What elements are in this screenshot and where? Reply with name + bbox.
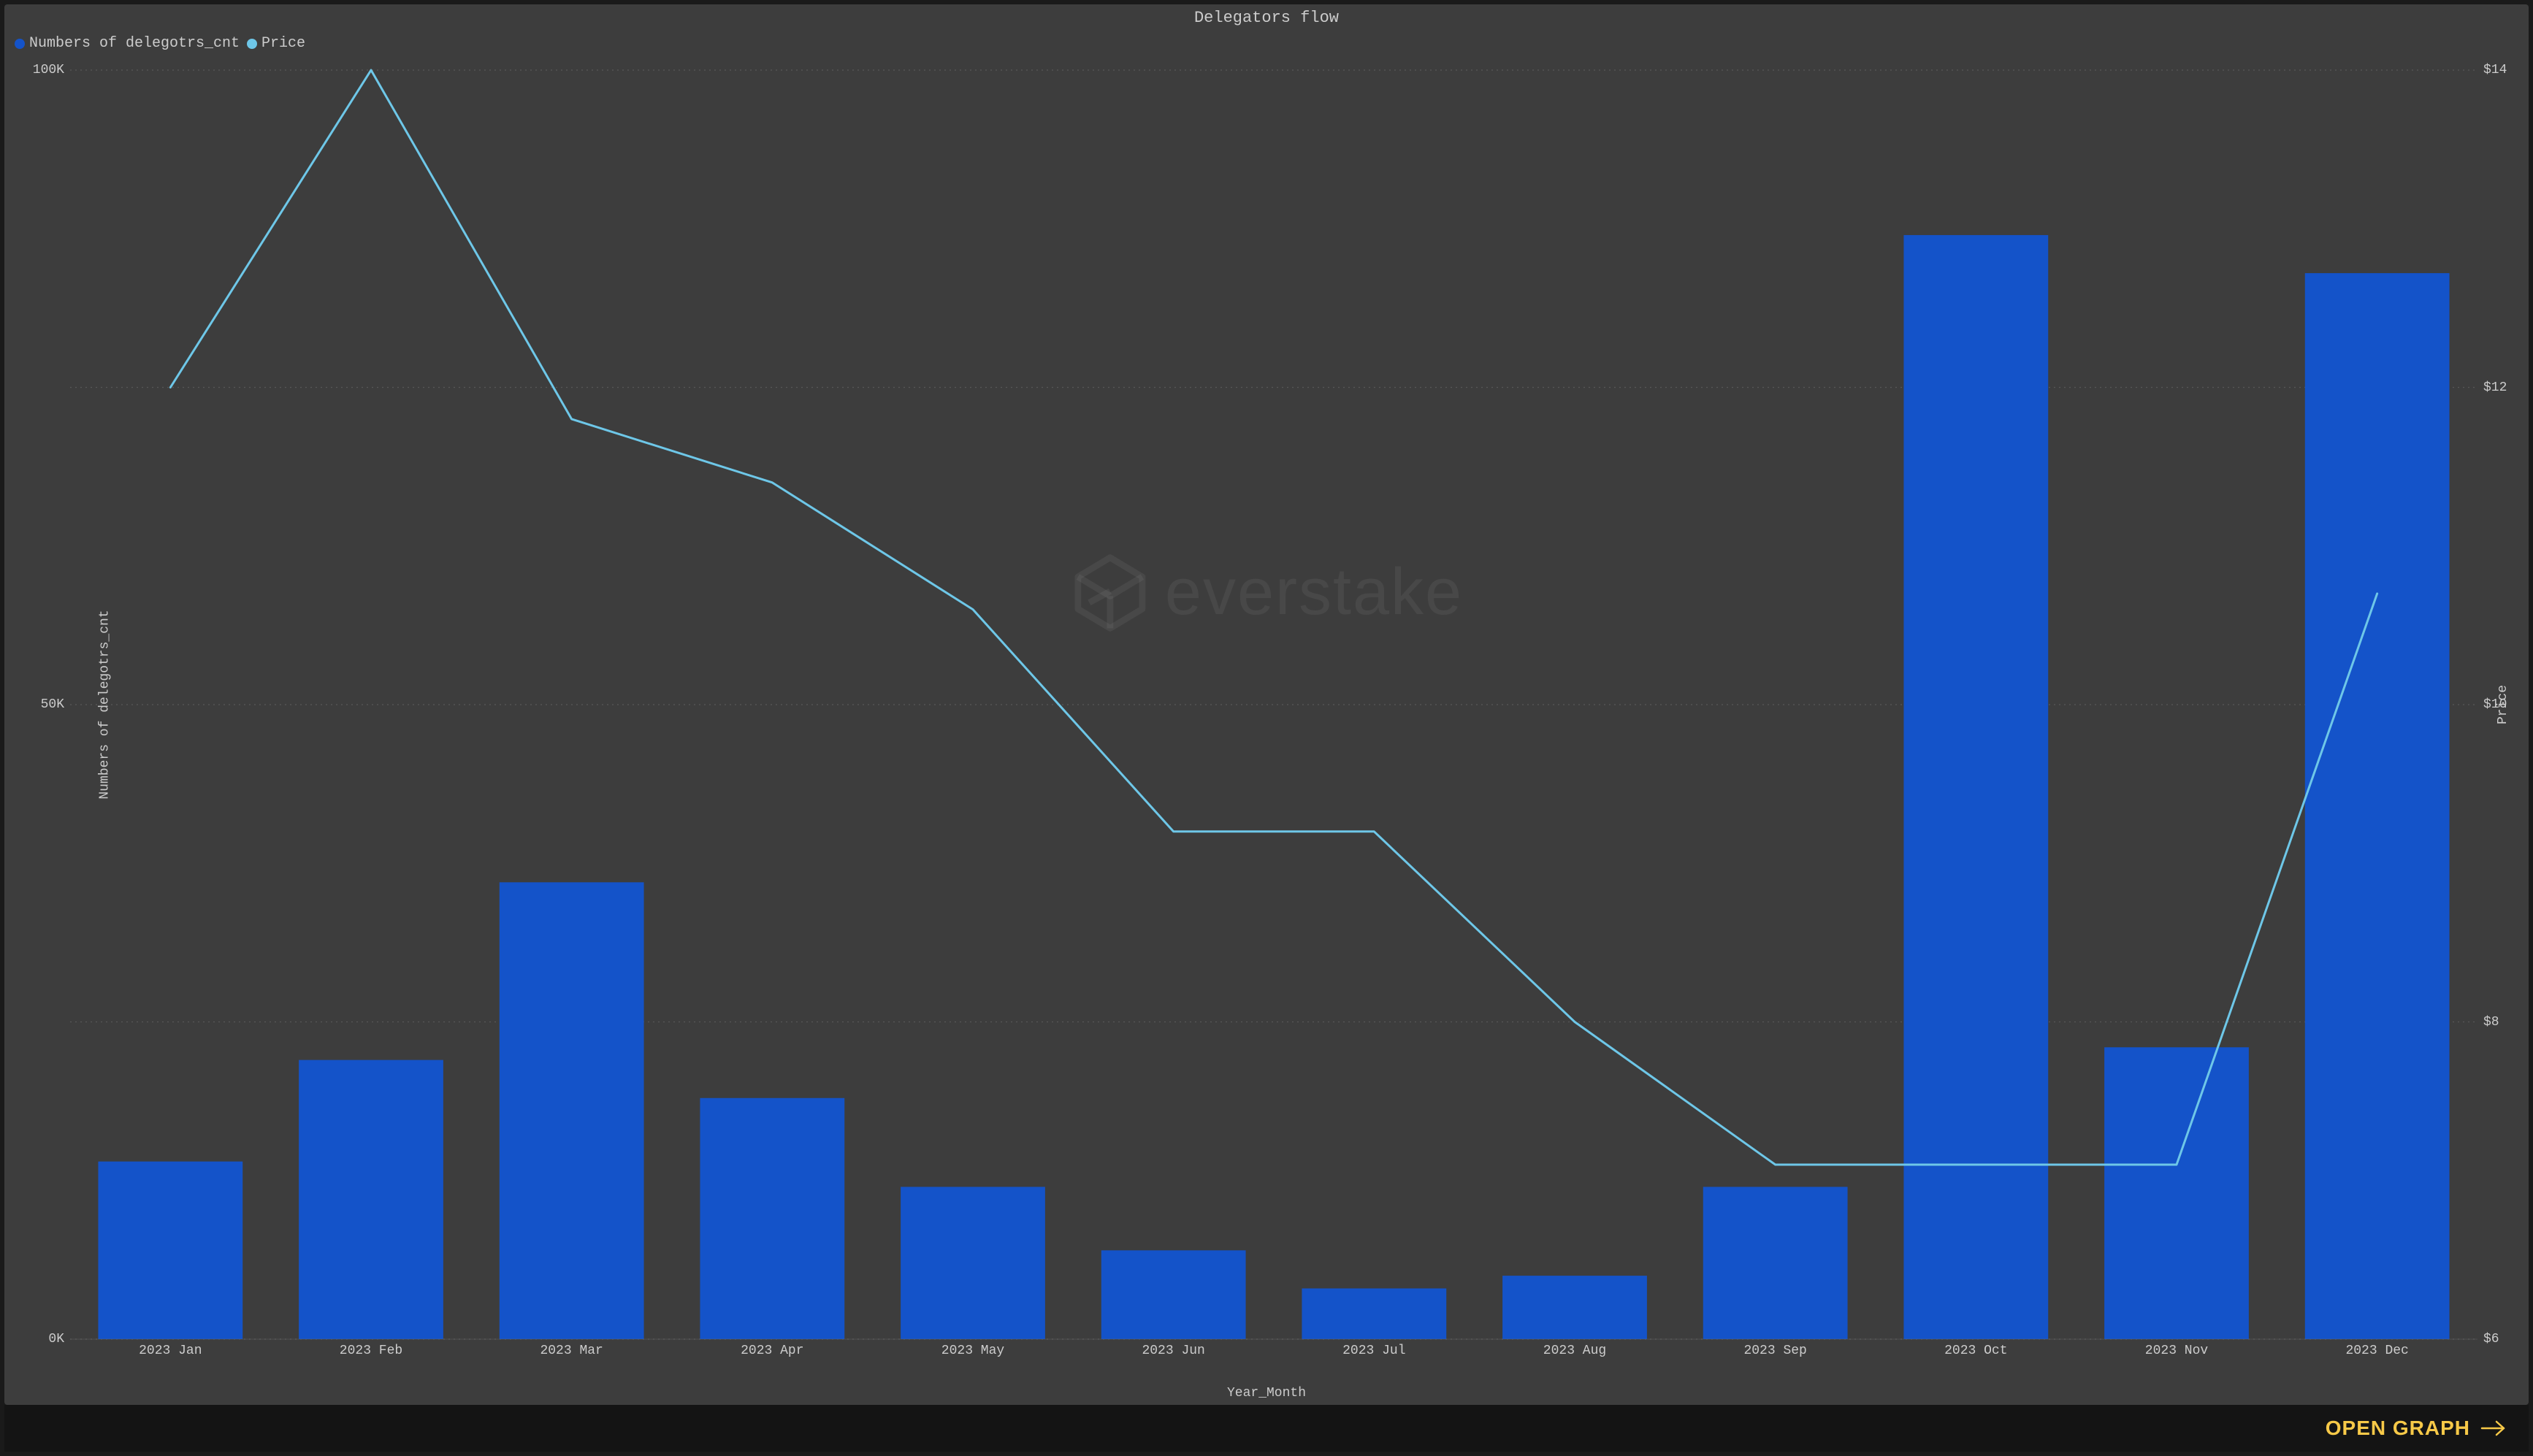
x-tick-label: 2023 Jun [1142, 1344, 1204, 1358]
x-tick-label: 2023 Apr [741, 1344, 803, 1358]
x-tick-label: 2023 Mar [540, 1344, 603, 1358]
y-right-tick-label: $14 [2483, 63, 2507, 77]
bar [2305, 273, 2450, 1339]
bar [1101, 1250, 1246, 1339]
x-tick-label: 2023 Sep [1743, 1344, 1806, 1358]
bar [299, 1060, 443, 1339]
x-tick-label: 2023 Jul [1342, 1344, 1405, 1358]
y-left-tick-label: 100K [33, 63, 64, 77]
bar [901, 1187, 1045, 1339]
x-tick-label: 2023 Dec [2345, 1344, 2408, 1358]
x-tick-label: 2023 Nov [2145, 1344, 2208, 1358]
x-axis-label: Year_Month [4, 1386, 2529, 1401]
bar [500, 882, 644, 1339]
open-graph-label: OPEN GRAPH [2326, 1417, 2470, 1440]
chart-legend: Numbers of delegotrs_cnt Price [15, 35, 305, 52]
legend-label-line: Price [261, 35, 305, 52]
y-left-tick-label: 0K [48, 1332, 64, 1346]
y-right-tick-label: $10 [2483, 697, 2507, 712]
bar [1502, 1276, 1647, 1339]
bar [1302, 1288, 1446, 1339]
x-tick-label: 2023 Aug [1543, 1344, 1606, 1358]
open-graph-button[interactable]: OPEN GRAPH [2326, 1417, 2507, 1440]
bar [2104, 1047, 2249, 1339]
bar [98, 1162, 242, 1339]
y-right-tick-label: $6 [2483, 1332, 2499, 1346]
bar [1703, 1187, 1848, 1339]
y-right-tick-label: $8 [2483, 1015, 2499, 1030]
bar [700, 1098, 844, 1339]
x-tick-label: 2023 Oct [1944, 1344, 2007, 1358]
legend-dot-bars [15, 39, 25, 49]
arrow-right-icon [2480, 1419, 2507, 1437]
x-tick-label: 2023 Jan [139, 1344, 202, 1358]
x-tick-label: 2023 May [941, 1344, 1004, 1358]
bar [1903, 235, 2048, 1339]
y-left-tick-label: 50K [41, 697, 64, 712]
y-right-tick-label: $12 [2483, 380, 2507, 395]
footer-bar: OPEN GRAPH [4, 1405, 2529, 1452]
legend-dot-line [247, 39, 257, 49]
root-container: Delegators flow Numbers of delegotrs_cnt… [0, 0, 2533, 1456]
plot-svg [70, 63, 2477, 1361]
plot-area: 2023 Jan 2023 Feb 2023 Mar 2023 Apr 2023 May… [70, 63, 2477, 1361]
chart-panel: Delegators flow Numbers of delegotrs_cnt… [4, 4, 2529, 1405]
chart-title: Delegators flow [4, 9, 2529, 27]
legend-label-bars: Numbers of delegotrs_cnt [29, 35, 240, 52]
x-tick-label: 2023 Feb [340, 1344, 402, 1358]
